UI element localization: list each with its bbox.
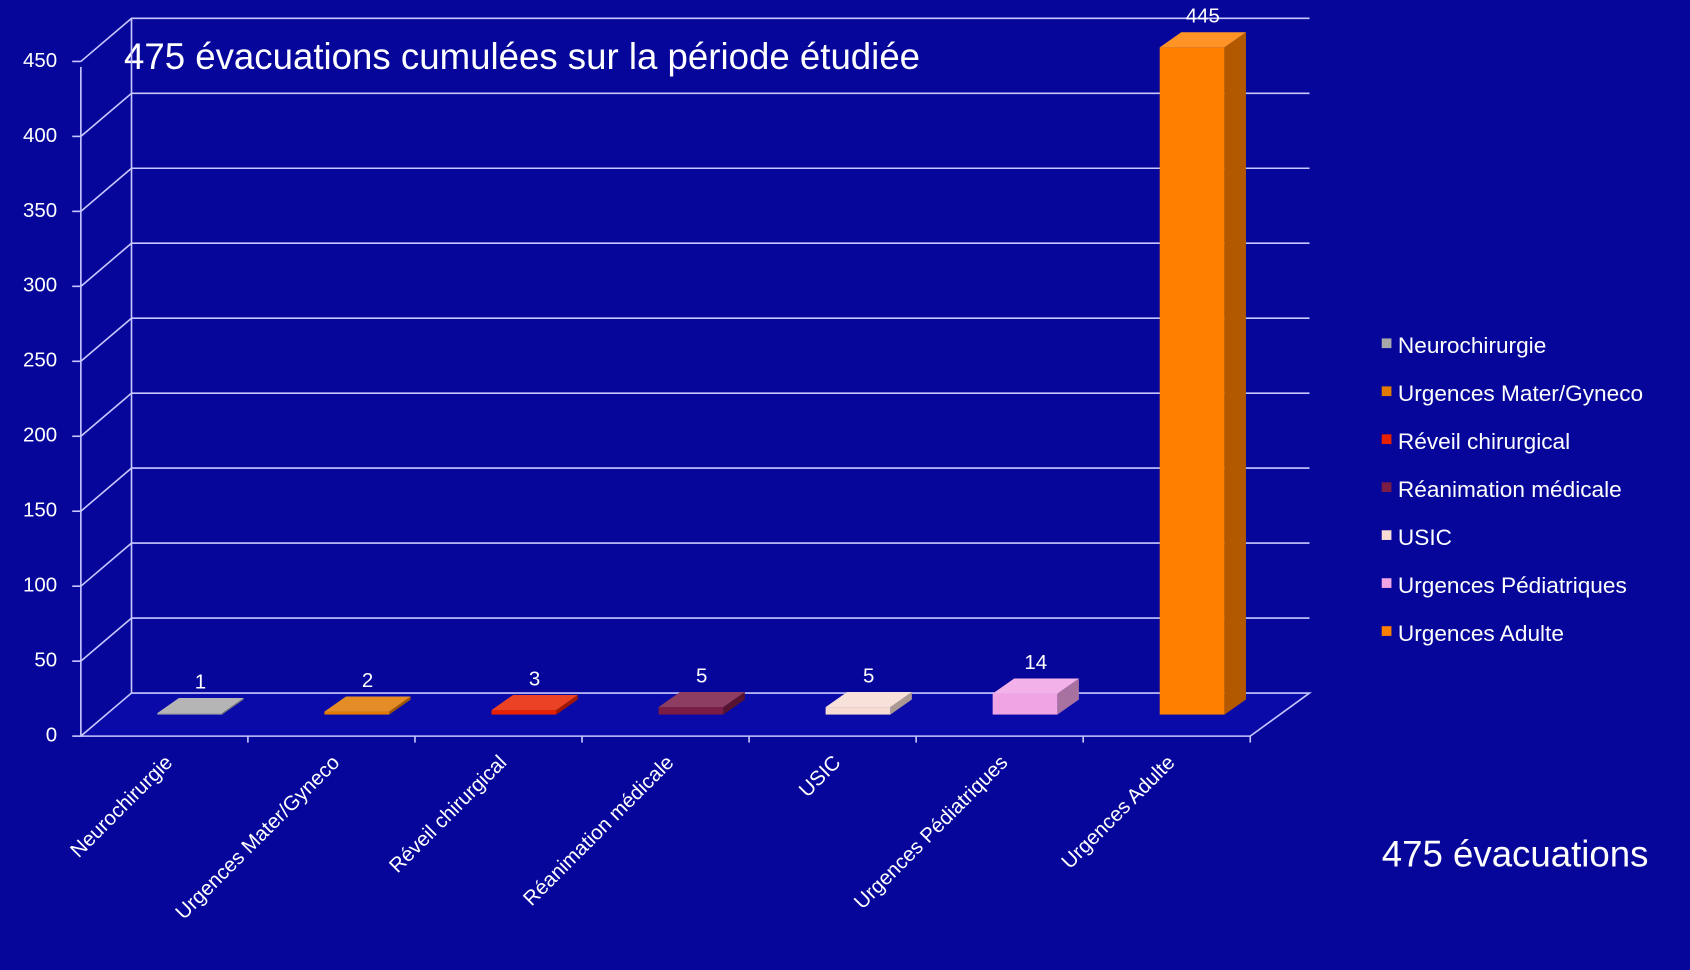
bar [658,707,724,715]
y-tick-label: 50 [34,649,57,672]
bar-top-shade [324,696,411,712]
legend-label: Urgences Adulte [1398,621,1564,646]
bar-top [324,696,411,712]
y-tick-label: 300 [23,274,57,297]
y-tick-label: 200 [23,424,57,447]
legend-label: Urgences Pédiatriques [1398,573,1627,598]
y-tick-label: 150 [23,499,57,522]
legend-swatch [1381,482,1392,493]
bar [324,711,390,715]
bar [825,707,891,715]
data-label: 2 [362,669,373,692]
legend-swatch [1381,530,1392,540]
legend-swatch [1381,626,1392,636]
grid-line [80,167,1310,212]
bar-side-shade [222,697,244,715]
data-label: 1 [195,670,206,693]
grid-line [80,92,1310,138]
bar-side [389,696,411,715]
bar-top [992,678,1079,694]
bar-side [1224,32,1246,715]
grid-line [80,467,1310,512]
bar-side-shade [1224,32,1246,715]
bar [491,710,557,715]
bar-side-shade [723,691,745,715]
bar-top-shade [1159,32,1246,48]
legend-label: Réveil chirurgical [1398,429,1570,454]
bar-top-shade [491,694,578,711]
bar [1159,47,1225,715]
bar-top [658,691,745,708]
bar-side-shade [890,691,912,715]
bar-side [723,691,745,715]
bar-top [825,691,912,708]
y-tick-label: 0 [46,724,57,747]
annotation: 475 évacuations [1382,834,1649,875]
data-label: 14 [1024,651,1047,674]
legend-swatch [1381,338,1392,349]
legend-label: USIC [1398,525,1452,550]
legend-swatch [1381,386,1392,397]
data-label: 5 [863,664,874,687]
bar-side [890,691,912,715]
grid-line [80,542,1310,587]
bar-top-shade [157,697,244,714]
grid-line [80,317,1310,362]
bar-side [556,694,578,715]
bar-top [1159,32,1246,48]
grid-line [80,17,1310,63]
legend-label: Urgences Mater/Gyneco [1398,381,1643,406]
y-tick-label: 400 [23,124,57,147]
bar [992,693,1058,715]
bar-side-shade [556,694,578,715]
grid-line [80,242,1310,287]
bar-side-shade [389,696,411,715]
legend-swatch [1381,434,1392,445]
bar-top-shade [825,691,912,708]
bar [157,713,223,715]
legend-swatch [1381,578,1392,588]
data-label: 3 [529,667,540,690]
bar-side [1057,678,1079,715]
bar-top-shade [992,678,1079,694]
y-tick-label: 450 [23,49,57,72]
legend-label: Neurochirurgie [1398,333,1546,358]
bar-side [222,697,244,715]
data-label: 5 [696,664,707,687]
annotation: 475 évacuations cumulées sur la période … [124,36,920,77]
y-tick-label: 350 [23,199,57,222]
bar-side-shade [1057,678,1079,715]
legend-label: Réanimation médicale [1398,477,1622,502]
bar-top [157,697,244,714]
data-label: 445 [1186,5,1220,28]
y-tick-label: 250 [23,349,57,372]
grid-line [80,617,1310,662]
bar-top [491,694,578,711]
bar-top-shade [658,691,745,708]
grid-line [80,392,1310,437]
y-tick-label: 100 [23,574,57,597]
